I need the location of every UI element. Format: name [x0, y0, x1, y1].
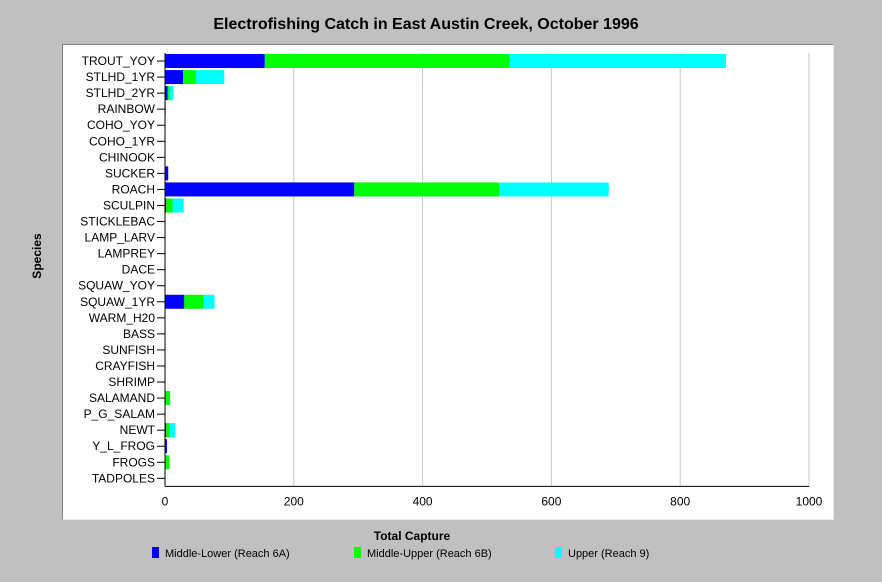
y-tick-label: LAMPREY: [98, 247, 155, 261]
bar-segment: [509, 54, 726, 69]
legend-label-upper: Upper (Reach 9): [568, 548, 650, 560]
y-axis-label: Species: [30, 233, 44, 279]
y-tick-label: NEWT: [120, 423, 156, 437]
y-tick-label: SHRIMP: [108, 375, 155, 389]
bar-segment: [165, 294, 185, 309]
legend-swatch-middle-lower: [152, 547, 159, 558]
bar-segment: [165, 70, 184, 85]
y-tick-label: LAMP_LARV: [85, 231, 155, 245]
y-tick-label: CHINOOK: [99, 150, 155, 164]
y-tick-label: FROGS: [112, 455, 155, 469]
x-tick-label: 1000: [796, 494, 823, 508]
legend-label-middle-lower: Middle-Lower (Reach 6A): [165, 548, 290, 560]
y-tick-label: STICKLEBAC: [80, 215, 155, 229]
plot-panel: [62, 44, 834, 520]
legend-item-middle-upper: Middle-Upper (Reach 6B): [354, 547, 492, 560]
bar-segment: [167, 86, 170, 101]
y-tick-label: SQUAW_1YR: [80, 295, 155, 309]
y-tick-label: P_G_SALAM: [84, 407, 155, 421]
bar-segment: [165, 439, 167, 454]
grid-layer: [293, 53, 810, 487]
bar-segment: [166, 423, 170, 438]
y-tick-label: SQUAW_YOY: [78, 279, 155, 293]
x-tick-label: 200: [284, 494, 304, 508]
bar-segment: [354, 182, 500, 197]
x-tick-label: 600: [541, 494, 561, 508]
bar-segment: [184, 294, 204, 309]
bar-segment: [165, 54, 265, 69]
y-tick-label: RAINBOW: [98, 102, 156, 116]
bar-segment: [165, 423, 167, 438]
y-tick-label: Y_L_FROG: [92, 439, 155, 453]
axis-layer: 0 200 400 600 800 1000 TROUT_YOY STLHD_1YR STLHD…: [78, 53, 823, 508]
bar-segment: [165, 391, 171, 406]
x-axis-label: Total Capture: [373, 529, 451, 543]
y-tick-label: WARM_H20: [89, 311, 156, 325]
bar-segment: [264, 54, 510, 69]
x-tick-label: 0: [162, 494, 169, 508]
y-tick-label: SUNFISH: [102, 343, 155, 357]
y-tick-label: STLHD_2YR: [86, 86, 156, 100]
y-tick-label: CRAYFISH: [95, 359, 155, 373]
bar-segment: [169, 86, 174, 101]
bar-segment: [166, 198, 173, 213]
legend-label-middle-upper: Middle-Upper (Reach 6B): [367, 548, 492, 560]
bar-segment: [165, 86, 168, 101]
bar-segment: [165, 182, 355, 197]
bar-segment: [195, 70, 225, 85]
y-tick-label: DACE: [122, 263, 155, 277]
bar-segment: [203, 294, 215, 309]
bar-segment: [165, 166, 169, 181]
y-tick-label: COHO_1YR: [89, 134, 155, 148]
x-tick-label: 400: [413, 494, 433, 508]
bars-layer: [165, 54, 726, 470]
y-tick-label: STLHD_1YR: [86, 70, 156, 84]
y-tick-label: SCULPIN: [103, 198, 155, 212]
legend-item-upper: Upper (Reach 9): [555, 547, 649, 560]
bar-segment: [169, 423, 176, 438]
chart-title: Electrofishing Catch in East Austin Cree…: [213, 16, 639, 33]
y-tick-label: ROACH: [112, 182, 155, 196]
bar-segment: [172, 198, 184, 213]
legend-swatch-upper: [555, 547, 562, 558]
bar-segment: [183, 70, 196, 85]
legend-item-middle-lower: Middle-Lower (Reach 6A): [152, 547, 290, 560]
bar-segment: [165, 455, 170, 470]
y-tick-label: SALAMAND: [89, 391, 155, 405]
y-tick-label: TROUT_YOY: [82, 54, 155, 68]
legend-swatch-middle-upper: [354, 547, 361, 558]
x-tick-label: 800: [670, 494, 690, 508]
y-tick-label: BASS: [123, 327, 155, 341]
y-tick-label: COHO_YOY: [87, 118, 155, 132]
bar-segment: [499, 182, 609, 197]
y-tick-label: SUCKER: [105, 166, 155, 180]
y-tick-label: TADPOLES: [92, 471, 155, 485]
legend: Middle-Lower (Reach 6A) Middle-Upper (Re…: [0, 547, 882, 565]
bar-segment: [165, 198, 167, 213]
